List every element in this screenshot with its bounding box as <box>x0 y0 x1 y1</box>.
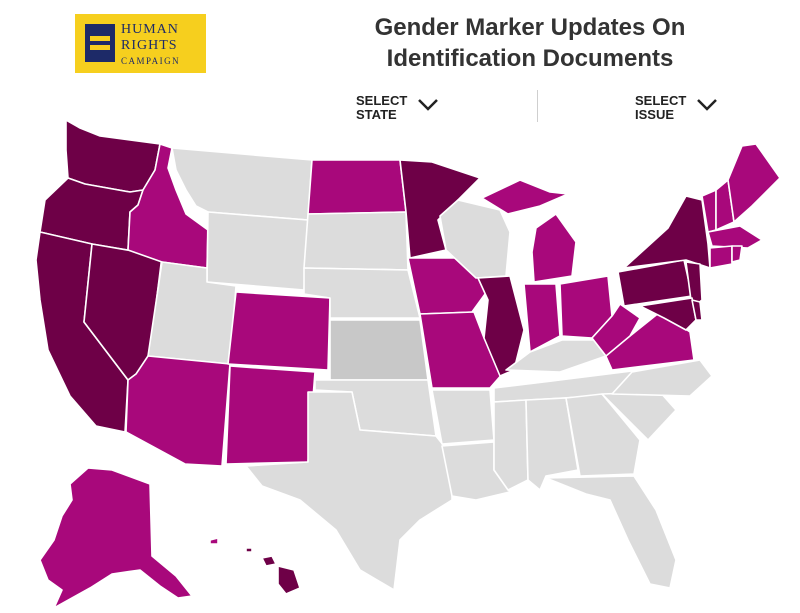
state-washington[interactable] <box>65 119 161 193</box>
select-state-label: SELECT STATE <box>356 94 407 122</box>
state-colorado[interactable] <box>227 291 331 371</box>
state-montana[interactable] <box>171 147 313 221</box>
state-mississippi[interactable] <box>493 399 529 491</box>
state-hawaii-kauai[interactable] <box>209 537 219 545</box>
select-state-label-line-1: SELECT <box>356 93 408 108</box>
state-maryland[interactable] <box>639 297 697 331</box>
state-new-jersey[interactable] <box>685 261 703 309</box>
state-west-virginia[interactable] <box>591 303 641 357</box>
state-rhode-island[interactable] <box>731 245 743 263</box>
state-hawaii-maui[interactable] <box>261 555 277 567</box>
hrc-equal-sign-icon <box>85 24 115 62</box>
state-georgia[interactable] <box>565 393 641 477</box>
state-new-york[interactable] <box>623 195 711 269</box>
state-wisconsin[interactable] <box>439 199 511 279</box>
select-issue-label: SELECT ISSUE <box>635 94 686 122</box>
select-issue-label-line-1: SELECT <box>635 93 687 108</box>
state-illinois[interactable] <box>477 275 525 377</box>
state-indiana[interactable] <box>523 283 561 353</box>
state-texas[interactable] <box>245 391 453 591</box>
state-massachusetts[interactable] <box>707 225 763 249</box>
select-state-dropdown[interactable]: SELECT STATE <box>356 94 439 122</box>
state-connecticut[interactable] <box>709 245 733 269</box>
logo-line-1: HUMAN <box>121 22 179 37</box>
state-hawaii-big-island[interactable] <box>277 565 301 595</box>
state-arizona[interactable] <box>125 355 231 467</box>
state-south-dakota[interactable] <box>303 211 409 271</box>
state-michigan[interactable] <box>531 213 577 283</box>
state-maine[interactable] <box>727 143 781 223</box>
select-state-label-line-2: STATE <box>356 107 397 122</box>
chevron-down-icon <box>697 99 718 111</box>
state-hawaii-oahu[interactable] <box>245 547 253 553</box>
state-nebraska[interactable] <box>303 267 421 319</box>
state-michigan-upper[interactable] <box>481 179 569 215</box>
state-wyoming[interactable] <box>206 211 309 291</box>
page-title-line-1: Gender Marker Updates On <box>374 14 686 41</box>
hrc-logo: HUMAN RIGHTS CAMPAIGN <box>75 14 206 73</box>
controls-divider <box>537 90 538 122</box>
state-kansas[interactable] <box>329 319 429 381</box>
logo-line-2: RIGHTS <box>121 38 178 53</box>
page-title-line-2: Identification Documents <box>386 45 674 72</box>
page-title: Gender Marker Updates On Identification … <box>330 12 730 74</box>
state-new-mexico[interactable] <box>225 365 316 465</box>
state-north-carolina[interactable] <box>611 359 713 397</box>
chevron-down-icon <box>418 99 439 111</box>
state-minnesota[interactable] <box>399 159 481 259</box>
state-north-dakota[interactable] <box>307 159 407 215</box>
state-alaska[interactable] <box>39 467 193 609</box>
logo-line-3: CAMPAIGN <box>121 56 181 66</box>
state-arkansas[interactable] <box>431 389 495 445</box>
select-issue-label-line-2: ISSUE <box>635 107 675 122</box>
state-florida[interactable] <box>545 475 677 589</box>
state-delaware[interactable] <box>691 299 703 321</box>
select-issue-dropdown[interactable]: SELECT ISSUE <box>635 94 718 122</box>
